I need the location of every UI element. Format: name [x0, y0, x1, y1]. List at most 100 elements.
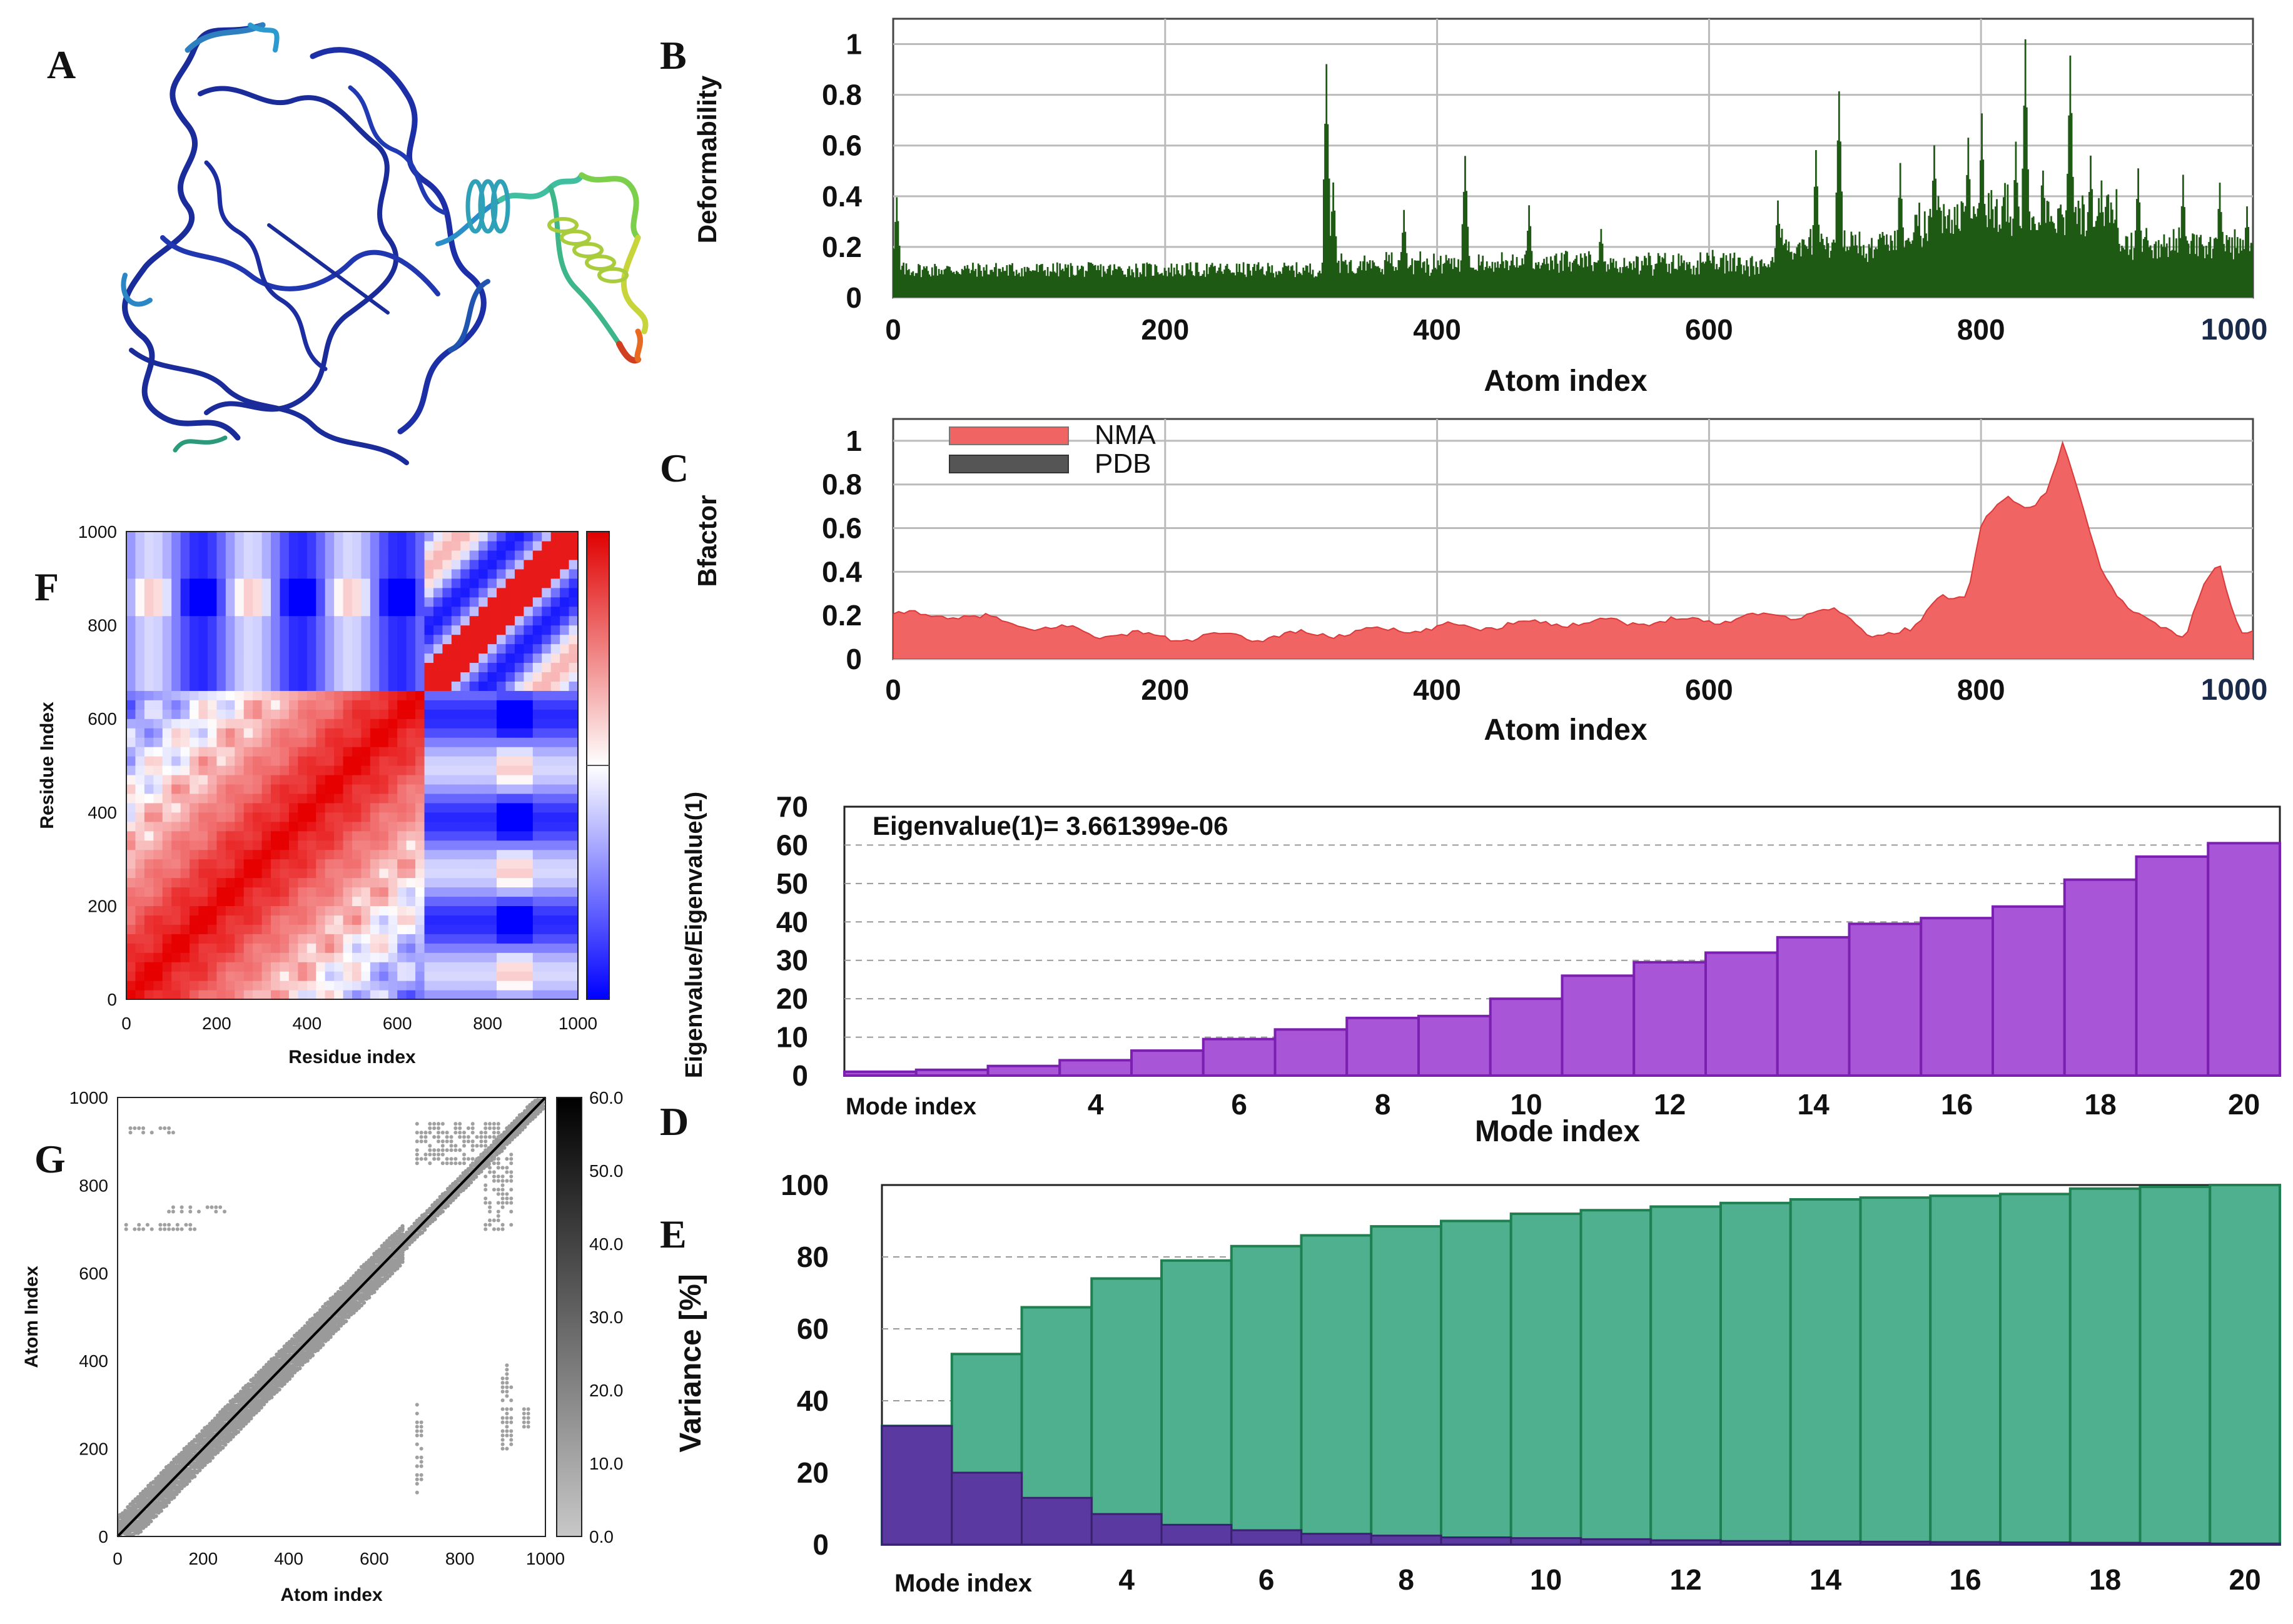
- heatmap-cell: [343, 887, 353, 897]
- heatmap-cell: [316, 915, 326, 925]
- bar: [1430, 273, 1432, 298]
- bar: [1763, 263, 1766, 298]
- heatmap-cell: [171, 625, 181, 635]
- heatmap-cell: [542, 634, 552, 645]
- bar: [1992, 905, 2066, 1077]
- heatmap-cell: [190, 578, 200, 588]
- heatmap-cell: [180, 756, 190, 766]
- heatmap-cell: [487, 877, 497, 888]
- heatmap-cell: [288, 550, 298, 560]
- heatmap-cell: [190, 887, 200, 897]
- bar: [1673, 268, 1676, 298]
- heatmap-cell: [560, 962, 570, 972]
- heatmap-cell: [478, 737, 488, 747]
- bar: [2037, 229, 2039, 298]
- heatmap-cell: [524, 643, 534, 654]
- heatmap-cell: [532, 981, 542, 991]
- heatmap-cell: [451, 859, 461, 869]
- heatmap-cell: [343, 915, 353, 925]
- bar: [939, 274, 941, 298]
- heatmap-cell: [442, 532, 452, 542]
- bar: [1152, 276, 1153, 298]
- heatmap-cell: [243, 793, 253, 804]
- heatmap-cell: [180, 952, 190, 962]
- heatmap-cell: [542, 700, 552, 710]
- heatmap-cell: [235, 532, 245, 542]
- heatmap-cell: [542, 971, 552, 981]
- heatmap-cell: [253, 756, 263, 766]
- heatmap-cell: [560, 756, 570, 766]
- bar: [1235, 263, 1238, 298]
- bar: [1582, 267, 1584, 298]
- heatmap-cell: [216, 840, 226, 850]
- bar: [1691, 274, 1693, 298]
- heatmap-cell: [190, 634, 200, 645]
- heatmap-cell: [288, 859, 298, 869]
- heatmap-cell: [433, 971, 443, 981]
- heatmap-cell: [406, 550, 416, 560]
- heatmap-cell: [397, 672, 407, 682]
- heatmap-cell: [190, 643, 200, 654]
- heatmap-cell: [478, 690, 488, 700]
- heatmap-cell: [343, 625, 353, 635]
- x-start-label: Mode index: [846, 1094, 976, 1120]
- heatmap-cell: [225, 709, 235, 719]
- heatmap-cell: [433, 849, 443, 860]
- heatmap-cell: [162, 737, 172, 747]
- bar: [2047, 201, 2050, 298]
- heatmap-cell: [550, 859, 560, 869]
- heatmap-cell: [469, 905, 479, 915]
- bar: [1678, 253, 1680, 298]
- heatmap-cell: [560, 981, 570, 991]
- heatmap-cell: [379, 690, 389, 700]
- heatmap-cell: [306, 934, 316, 944]
- x-tick-label: 6: [1258, 1563, 1275, 1596]
- heatmap-cell: [207, 868, 217, 879]
- heatmap-cell: [298, 896, 308, 906]
- heatmap-cell: [316, 606, 326, 617]
- heatmap-cell: [153, 962, 163, 972]
- bar: [1045, 276, 1048, 298]
- bar: [1626, 266, 1628, 298]
- bar: [2122, 248, 2125, 298]
- heatmap-cell: [334, 793, 344, 804]
- heatmap-cell: [207, 587, 217, 598]
- bar: [1997, 231, 2000, 298]
- heatmap-cell: [280, 971, 290, 981]
- heatmap-cell: [144, 915, 154, 925]
- heatmap-cell: [532, 821, 542, 832]
- bar: [1389, 263, 1392, 298]
- heatmap-cell: [542, 859, 552, 869]
- heatmap-cell: [460, 737, 470, 747]
- heatmap-cell: [190, 905, 200, 915]
- heatmap-cell: [216, 728, 226, 738]
- heatmap-cell: [370, 821, 380, 832]
- bar: [1669, 273, 1672, 298]
- bar: [962, 270, 964, 298]
- heatmap-cell: [415, 962, 425, 972]
- heatmap-cell: [316, 653, 326, 663]
- heatmap-cell: [280, 877, 290, 888]
- heatmap-cell: [343, 568, 353, 579]
- heatmap-cell: [460, 924, 470, 934]
- heatmap-cell: [505, 606, 515, 617]
- heatmap-cell: [316, 924, 326, 934]
- bar: [1050, 271, 1051, 298]
- heatmap-cell: [298, 765, 308, 775]
- heatmap-cell: [243, 672, 253, 682]
- heatmap-cell: [370, 681, 380, 691]
- heatmap-cell: [316, 662, 326, 672]
- heatmap-cell: [334, 812, 344, 822]
- bar: [1887, 245, 1889, 298]
- heatmap-cell: [343, 859, 353, 869]
- heatmap-cell: [180, 849, 190, 860]
- heatmap-cell: [298, 634, 308, 645]
- heatmap-cell: [126, 887, 136, 897]
- heatmap-cell: [207, 728, 217, 738]
- heatmap-cell: [135, 765, 145, 775]
- heatmap-cell: [153, 690, 163, 700]
- heatmap-cell: [478, 784, 488, 794]
- heatmap-cell: [424, 615, 434, 626]
- heatmap-cell: [207, 719, 217, 729]
- heatmap-cell: [379, 568, 389, 579]
